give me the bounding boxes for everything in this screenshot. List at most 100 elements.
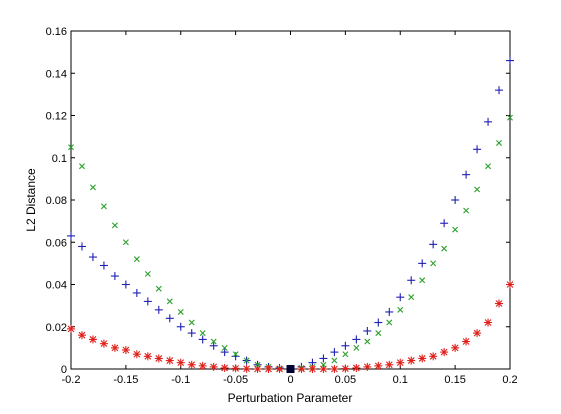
plus-marker xyxy=(341,341,350,350)
x-marker xyxy=(353,344,360,351)
plus-marker xyxy=(429,240,438,249)
x-marker xyxy=(419,277,426,284)
plus-marker xyxy=(352,335,361,344)
asterisk-marker xyxy=(143,352,152,361)
asterisk-marker xyxy=(319,365,328,373)
asterisk-marker xyxy=(275,365,284,373)
x-marker xyxy=(111,222,118,229)
asterisk-marker xyxy=(506,280,514,289)
x-marker xyxy=(155,285,162,292)
asterisk-marker xyxy=(110,343,119,352)
plus-marker xyxy=(484,117,493,126)
plus-marker xyxy=(440,219,449,228)
asterisk-marker xyxy=(352,363,361,372)
plus-marker xyxy=(385,307,394,316)
y-tick-label: 0.04 xyxy=(46,280,67,292)
asterisk-marker xyxy=(198,361,207,370)
asterisk-marker xyxy=(209,362,218,371)
asterisk-marker xyxy=(176,358,185,367)
axis-ticks: -0.2 -0.15 -0.1 -0.05 0 0.05 0.1 0.15 0.2 0 0.02 0.… xyxy=(46,26,518,386)
x-marker xyxy=(386,319,393,326)
x-marker xyxy=(430,260,437,267)
plus-marker xyxy=(396,293,405,302)
y-tick-label: 0.14 xyxy=(46,68,67,80)
y-tick-label: 0.02 xyxy=(46,322,67,334)
data-marks xyxy=(67,56,514,373)
x-marker xyxy=(408,294,415,301)
x-tick-label: -0.2 xyxy=(62,374,81,386)
x-marker xyxy=(364,338,371,345)
x-marker xyxy=(133,256,140,263)
asterisk-marker xyxy=(429,352,438,361)
x-marker xyxy=(507,114,513,121)
x-marker xyxy=(122,239,129,246)
plus-marker xyxy=(165,314,174,323)
x-marker xyxy=(210,338,217,345)
x-marker xyxy=(199,330,206,337)
plus-marker xyxy=(220,348,229,357)
plus-marker xyxy=(319,354,328,363)
asterisk-marker xyxy=(77,331,86,340)
plus-marker xyxy=(67,231,75,240)
x-tick-label: 0 xyxy=(287,374,293,386)
y-axis-label: L2 Distance xyxy=(24,168,38,232)
asterisk-marker xyxy=(297,365,306,373)
plus-marker xyxy=(121,280,130,289)
x-tick-label: 0.1 xyxy=(393,374,408,386)
x-marker xyxy=(78,163,85,170)
asterisk-marker xyxy=(220,363,229,372)
plus-marker xyxy=(209,341,218,350)
x-marker xyxy=(89,184,96,191)
y-tick-label: 0 xyxy=(61,364,67,376)
asterisk-marker xyxy=(264,365,273,373)
x-marker xyxy=(166,298,173,305)
asterisk-marker xyxy=(495,299,504,308)
asterisk-marker xyxy=(396,358,405,367)
x-marker xyxy=(177,308,184,315)
plus-marker xyxy=(99,261,108,270)
plus-marker xyxy=(407,276,416,285)
plus-marker xyxy=(187,329,196,338)
y-tick-label: 0.1 xyxy=(52,153,67,165)
asterisk-marker xyxy=(451,343,460,352)
plus-marker xyxy=(495,86,504,95)
asterisk-marker xyxy=(341,364,350,373)
x-marker xyxy=(474,186,481,193)
plus-marker xyxy=(363,326,372,335)
plus-marker xyxy=(473,145,482,154)
asterisk-marker xyxy=(473,329,482,338)
asterisk-marker xyxy=(99,339,108,348)
plus-marker xyxy=(88,253,97,262)
asterisk-marker xyxy=(242,364,251,373)
x-tick-label: 0.15 xyxy=(444,374,465,386)
asterisk-marker xyxy=(308,365,317,373)
x-marker xyxy=(243,357,250,364)
plus-marker xyxy=(154,305,163,314)
plus-marker xyxy=(462,170,471,179)
y-tick-label: 0.08 xyxy=(46,195,67,207)
x-marker xyxy=(375,330,382,337)
x-tick-label: -0.15 xyxy=(113,374,138,386)
asterisk-marker xyxy=(253,365,262,373)
x-marker xyxy=(68,144,74,151)
x-marker xyxy=(342,351,349,358)
y-tick-label: 0.06 xyxy=(46,237,67,249)
x-marker xyxy=(463,207,470,214)
x-axis-label: Perturbation Parameter xyxy=(228,391,353,405)
asterisk-marker xyxy=(154,354,163,363)
asterisk-marker xyxy=(418,354,427,363)
x-marker xyxy=(485,163,492,170)
x-marker xyxy=(441,245,448,252)
x-tick-label: 0.05 xyxy=(335,374,356,386)
x-tick-label: -0.1 xyxy=(171,374,190,386)
asterisk-marker xyxy=(484,318,493,327)
asterisk-marker xyxy=(330,365,339,373)
plus-marker xyxy=(506,56,514,65)
asterisk-marker xyxy=(121,345,130,354)
x-marker xyxy=(452,226,459,233)
asterisk-marker xyxy=(363,362,372,371)
y-tick-label: 0.16 xyxy=(46,26,67,38)
plot-area xyxy=(70,30,511,370)
plus-marker xyxy=(330,348,339,357)
plus-marker xyxy=(176,322,185,331)
